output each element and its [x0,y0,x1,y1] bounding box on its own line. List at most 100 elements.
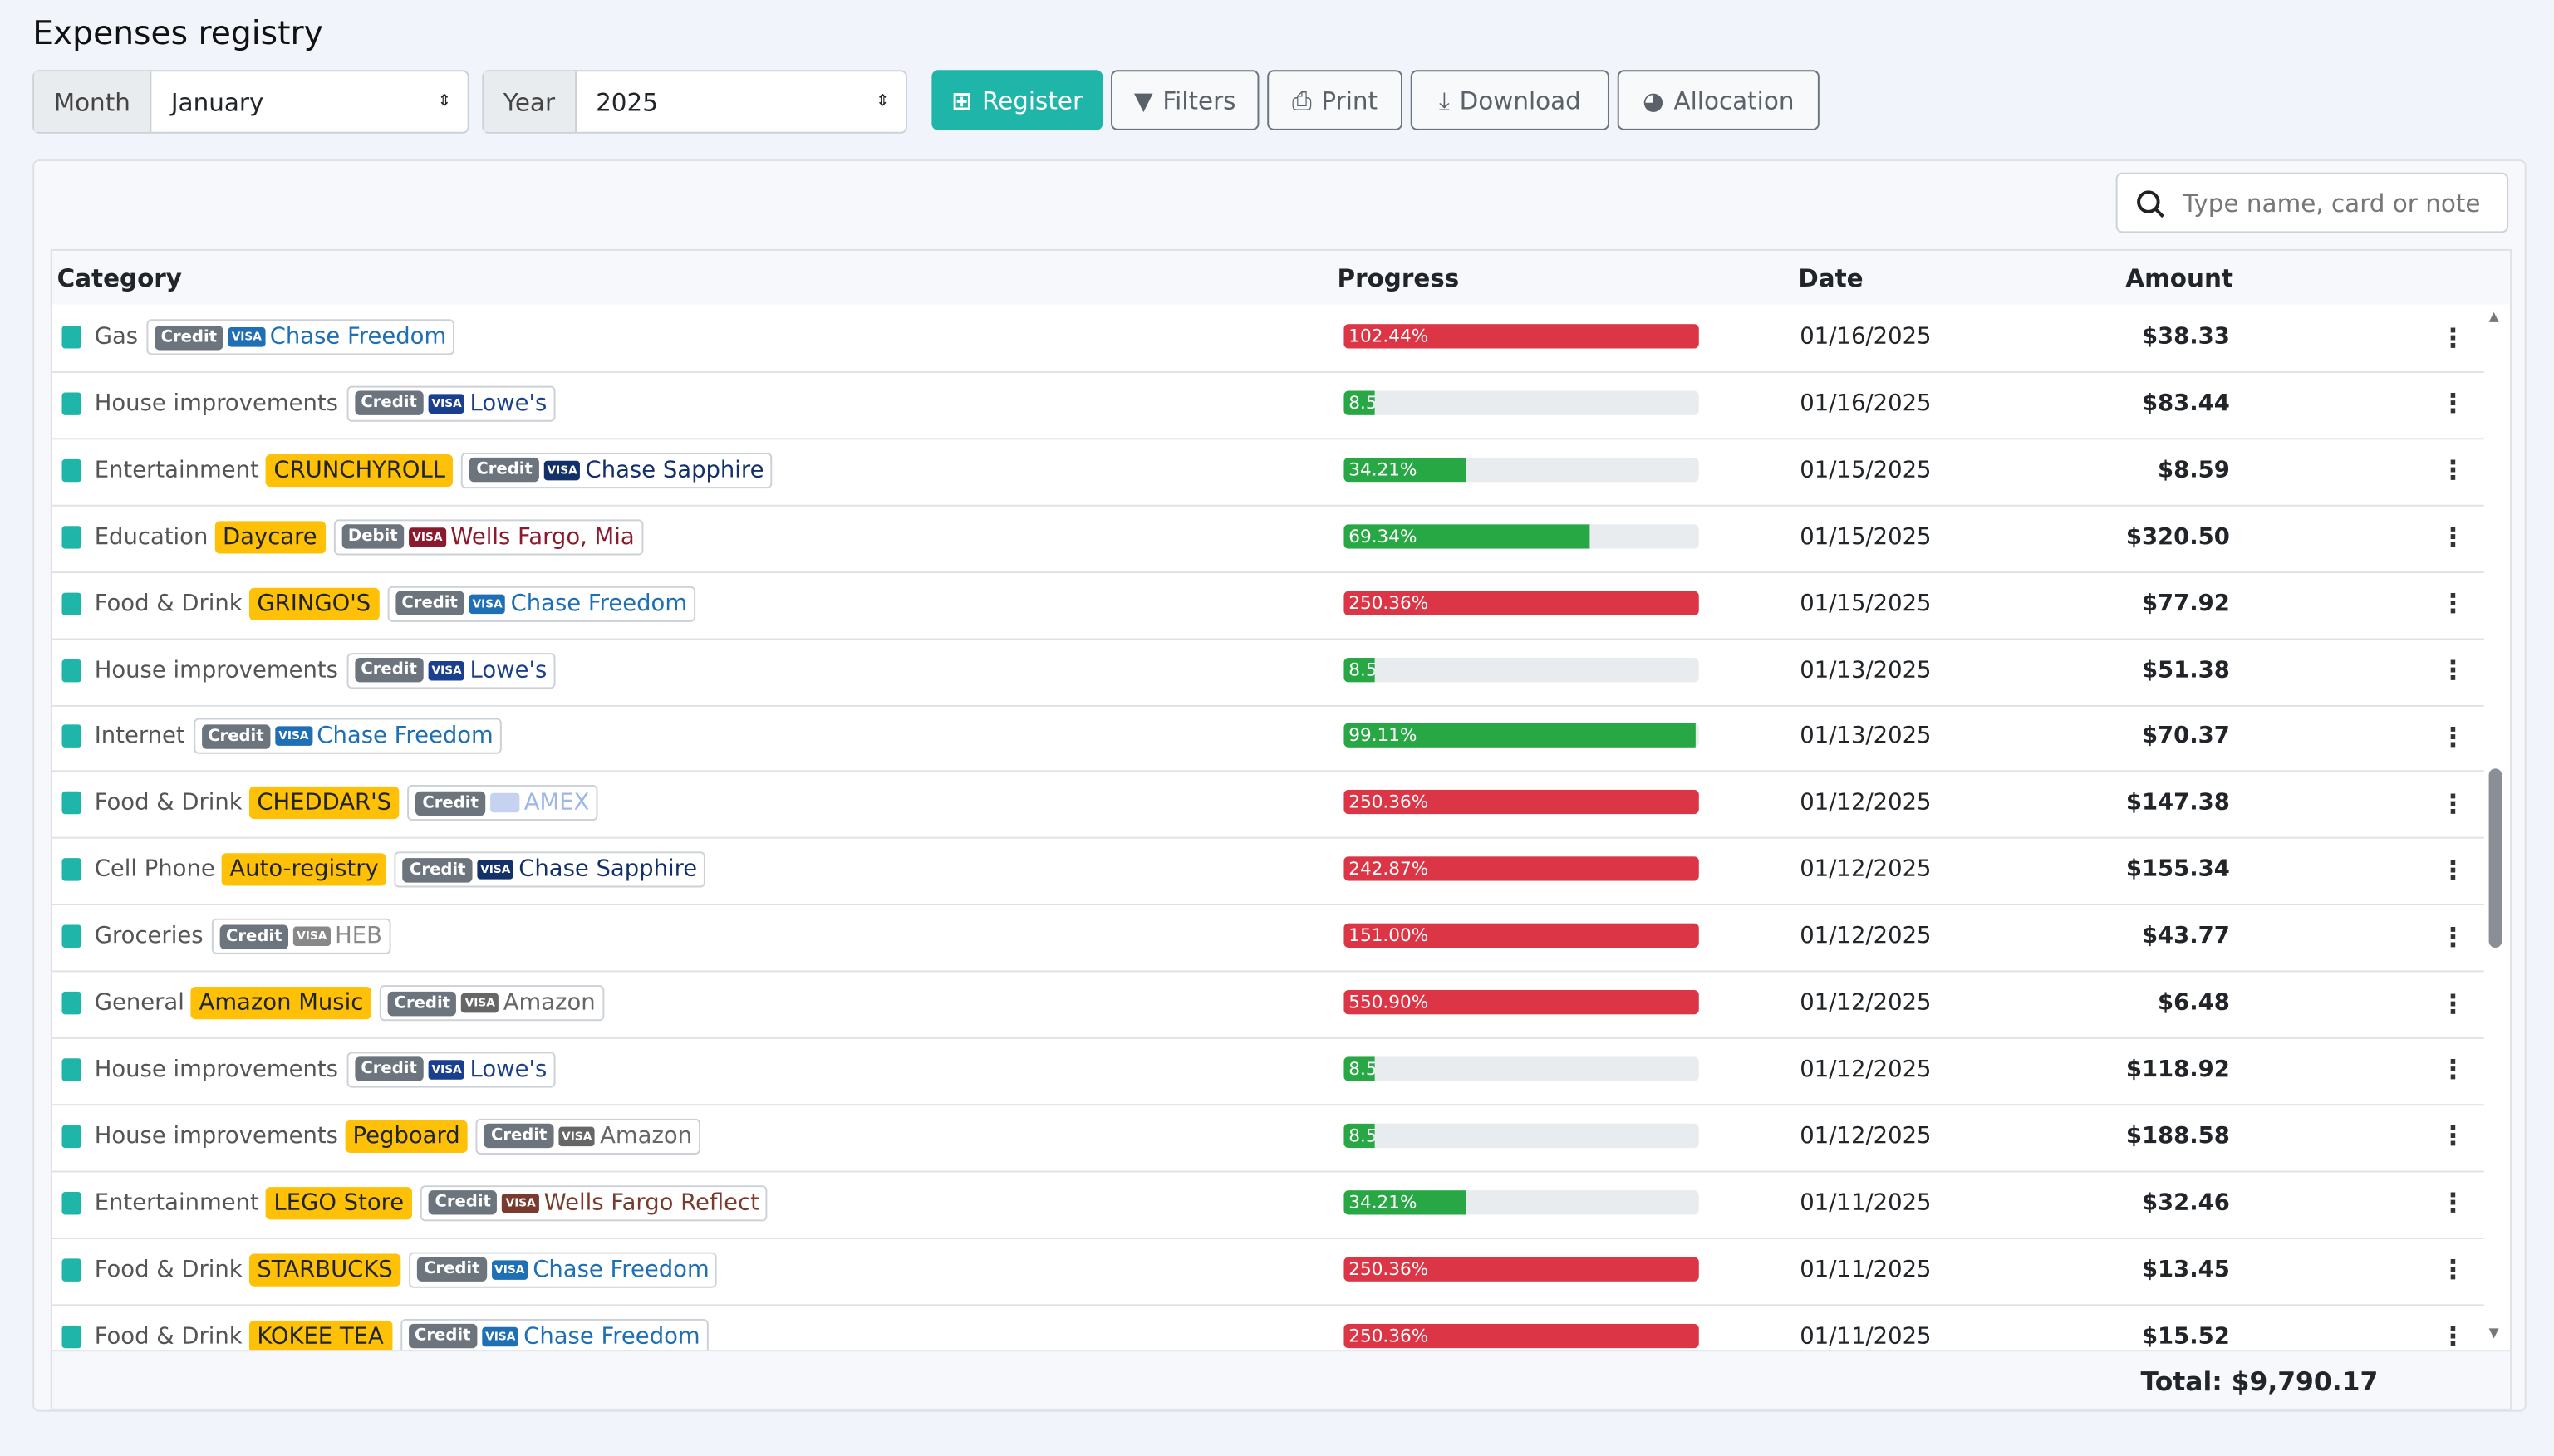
progress-label: 242.87% [1348,858,1429,880]
date-cell: 01/12/2025 [1800,856,1932,883]
scrollbar[interactable]: ▲ ▼ [2488,309,2502,1348]
category-cell: Food & Drink CHEDDAR'S Credit AMEX [61,771,598,836]
row-menu[interactable]: ⋮ [2439,854,2467,885]
month-value: January [170,86,264,117]
progress-bar [1343,324,1699,349]
category-name: Internet [94,723,185,750]
row-menu[interactable]: ⋮ [2439,787,2467,819]
progress-track: 8.5 [1343,1123,1699,1148]
button-label: Allocation [1673,85,1795,115]
tag-badge: Auto-registry [221,853,387,886]
date-cell: 01/11/2025 [1800,1322,1932,1350]
date-cell: 01/16/2025 [1800,324,1932,351]
row-menu[interactable]: ⋮ [2439,988,2467,1019]
tag-badge: STARBUCKS [248,1253,401,1286]
tag-badge: KOKEE TEA [248,1319,392,1351]
category-name: Entertainment [94,1189,259,1216]
button-label: Download [1459,85,1581,115]
category-icon [61,525,82,549]
card-box: Credit VISA Wells Fargo Reflect [420,1184,768,1221]
progress-bar [1343,1189,1466,1214]
row-menu[interactable]: ⋮ [2439,1187,2467,1218]
amount-cell: $15.52 [2141,1322,2230,1350]
card-type-badge: Credit [403,857,473,882]
download-button[interactable]: ⤓ Download [1410,70,1609,130]
category-cell: Cell Phone Auto-registry Credit VISA Chase S… [61,837,705,902]
button-label: Print [1321,85,1378,115]
row-menu[interactable]: ⋮ [2439,1054,2467,1086]
date-cell: 01/12/2025 [1800,989,1932,1017]
row-menu[interactable]: ⋮ [2439,1253,2467,1285]
card-name: Chase Freedom [269,324,447,351]
tag-badge: Pegboard [344,1120,469,1153]
register-button[interactable]: ⊞ Register [931,70,1103,130]
card-type-badge: Credit [201,724,271,749]
year-value: 2025 [596,86,658,117]
category-name: House improvements [94,1123,338,1150]
filters-button[interactable]: ▼ Filters [1111,70,1260,130]
card-name: HEB [335,923,382,950]
progress-label: 34.21% [1348,1191,1417,1213]
card-type-badge: Credit [417,1257,487,1282]
row-menu[interactable]: ⋮ [2439,721,2467,753]
row-menu[interactable]: ⋮ [2439,587,2467,620]
table-row: Entertainment CRUNCHYROLL Credit VISA Chase … [52,438,2484,507]
card-brand: VISA [428,659,465,680]
progress-track: 8.5 [1343,1056,1699,1081]
year-select[interactable]: Year 2025 ⇕ [482,70,907,134]
amount-cell: $38.33 [2141,324,2230,351]
category-icon [61,1191,82,1214]
month-select[interactable]: Month January ⇕ [32,70,469,134]
column-header: Amount [2125,263,2233,293]
progress-label: 250.36% [1348,1324,1429,1346]
row-menu[interactable]: ⋮ [2439,1320,2467,1351]
card-box: Credit VISA Lowe's [346,385,556,422]
amount-cell: $43.77 [2141,923,2230,950]
row-menu[interactable]: ⋮ [2439,1120,2467,1152]
category-name: House improvements [94,1056,338,1083]
category-name: Groceries [94,923,204,950]
caret: ⇕ [875,92,890,111]
card-box: Credit VISA Chase Sapphire [461,452,773,488]
amount-cell: $13.45 [2141,1256,2230,1283]
progress-track: 34.21% [1343,1189,1699,1214]
category-cell: Food & Drink GRINGO'S Credit VISA Chase Free… [61,571,695,635]
allocation-button[interactable]: ◕ Allocation [1617,70,1820,130]
total: Total: $9,790.17 [2140,1365,2379,1398]
progress-bar [1343,1256,1699,1282]
card-brand: VISA [409,527,446,547]
row-menu[interactable]: ⋮ [2439,321,2467,353]
table-row: Food & Drink STARBUCKS Credit VISA Chase Fre… [52,1237,2484,1306]
card-brand: VISA [469,593,506,614]
search-input[interactable]: Type name, card or note [2115,172,2509,233]
card-logo [489,793,519,813]
card-box: Credit VISA HEB [211,918,390,955]
print-button[interactable]: ⎙ Print [1267,70,1402,130]
card-name: Lowe's [469,657,548,684]
date-cell: 01/12/2025 [1800,790,1932,816]
card-name: Wells Fargo Reflect [543,1189,759,1216]
card-type-badge: Credit [354,1057,424,1082]
card-box: Credit VISA Chase Freedom [193,718,502,755]
row-menu[interactable]: ⋮ [2439,521,2467,552]
button-label: Register [981,85,1083,115]
category-name: Entertainment [94,457,259,483]
row-menu[interactable]: ⋮ [2439,388,2467,419]
category-cell: Gas Credit VISA Chase Freedom [61,305,455,370]
card-box: Credit VISA Chase Freedom [400,1317,709,1351]
progress-track: 99.11% [1343,723,1699,748]
row-menu[interactable]: ⋮ [2439,454,2467,486]
table-row: Entertainment LEGO Store Credit VISA Wells F… [52,1170,2484,1239]
category-name: Food & Drink [94,590,243,617]
row-menu[interactable]: ⋮ [2439,920,2467,953]
card-box: Debit VISA Wells Fargo, Mia [333,518,643,555]
category-cell: General Amazon Music Credit VISA Amazon [61,970,604,1035]
amount-cell: $32.46 [2141,1189,2230,1216]
category-cell: Groceries Credit VISA HEB [61,904,390,968]
row-menu[interactable]: ⋮ [2439,654,2467,686]
amount-cell: $118.92 [2125,1056,2230,1083]
